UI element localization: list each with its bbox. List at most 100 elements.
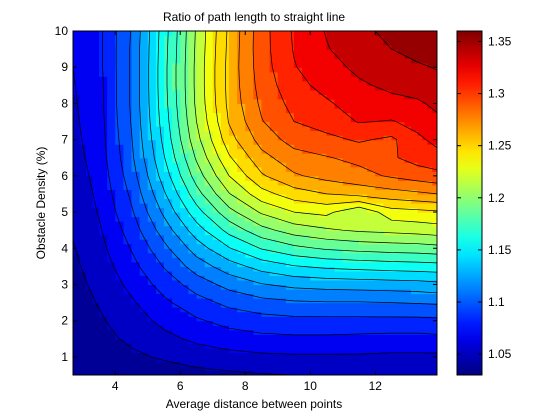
contour-cell <box>318 58 328 64</box>
contour-cell <box>212 144 222 150</box>
contour-cell <box>123 107 133 114</box>
contour-cell <box>229 266 238 272</box>
contour-cell <box>427 35 433 41</box>
contour-cell <box>427 275 433 281</box>
contour-cell <box>404 107 412 114</box>
contour-cell <box>147 31 157 37</box>
contour-cell <box>123 184 133 191</box>
contour-cell <box>398 35 406 41</box>
contour-cell <box>220 275 230 281</box>
contour-cell <box>350 76 360 82</box>
contour-cell <box>350 148 360 154</box>
contour-cell <box>204 148 214 154</box>
contour-cell <box>417 307 423 313</box>
contour-cell <box>245 121 254 127</box>
contour-cell <box>123 234 133 240</box>
contour-cell <box>277 53 287 59</box>
contour-cell <box>375 35 384 41</box>
contour-cell <box>326 347 336 353</box>
contour-cell <box>99 207 108 213</box>
contour-cell <box>334 338 344 344</box>
contour-cell <box>79 117 87 123</box>
contour-lines <box>73 31 437 375</box>
contour-cell <box>269 67 279 73</box>
contour-cell <box>147 58 157 64</box>
contour-cell <box>86 316 94 322</box>
contour-cell <box>188 334 198 340</box>
contour-cell <box>115 184 124 191</box>
contour-cell <box>261 329 271 335</box>
contour-cell <box>131 117 141 123</box>
contour-cell <box>326 212 336 218</box>
contour-cell <box>302 117 311 123</box>
contour-cell <box>432 98 437 105</box>
contour-cell <box>155 225 165 231</box>
contour-cell <box>229 198 238 204</box>
contour-cell <box>285 334 295 340</box>
contour-cell <box>92 198 100 204</box>
contour-cell <box>73 316 81 322</box>
contour-cell <box>294 329 303 335</box>
contour-cell <box>229 184 238 191</box>
contour-cell <box>398 361 406 367</box>
contour-cell <box>294 53 303 59</box>
contour-cell <box>417 252 423 258</box>
contour-cell <box>237 189 246 195</box>
contour-cell <box>155 257 165 263</box>
contour-cell <box>367 180 376 186</box>
contour-cell <box>204 266 214 272</box>
contour-cell <box>417 175 423 181</box>
contour-cell <box>92 307 100 313</box>
contour-cell <box>180 248 189 254</box>
contour-cell <box>318 49 328 55</box>
contour-cell <box>294 103 303 109</box>
contour-cell <box>79 203 87 209</box>
contour-cell <box>318 85 328 91</box>
contour-cell <box>196 266 206 272</box>
contour-cell <box>427 239 433 245</box>
contour-cell <box>391 126 399 132</box>
contour-cell <box>237 67 246 73</box>
contour-cell <box>294 347 303 353</box>
contour-cell <box>172 266 181 272</box>
colorbar-tick-label: 1.05 <box>488 347 512 361</box>
contour-cell <box>367 261 376 267</box>
contour-cell <box>131 261 141 267</box>
contour-cell <box>383 302 393 308</box>
contour-cell <box>398 270 406 277</box>
contour-cell <box>367 275 376 281</box>
contour-cell <box>92 329 100 335</box>
contour-cell <box>342 126 352 132</box>
contour-cell <box>139 216 149 222</box>
contour-cell <box>107 334 116 340</box>
contour-cell <box>294 139 303 145</box>
contour-cell <box>359 338 368 344</box>
contour-cell <box>79 153 87 159</box>
contour-cell <box>375 356 384 363</box>
contour-cell <box>310 234 319 240</box>
contour-cell <box>196 157 206 163</box>
contour-cell <box>147 71 157 77</box>
contour-cell <box>359 112 368 118</box>
contour-cell <box>367 234 376 240</box>
contour-cell <box>123 40 133 46</box>
contour-cell <box>411 117 419 123</box>
contour-cell <box>261 153 271 159</box>
contour-cell <box>92 352 100 358</box>
contour-cell <box>391 216 399 222</box>
contour-cell <box>99 121 108 127</box>
contour-cell <box>422 334 428 340</box>
contour-cell <box>147 203 157 209</box>
contour-cell <box>196 103 206 109</box>
contour-cell <box>411 261 419 267</box>
contour-cell <box>147 107 157 114</box>
contour-cell <box>253 117 263 123</box>
contour-cell <box>427 49 433 55</box>
contour-cell <box>123 316 133 322</box>
contour-cell <box>326 130 336 136</box>
contour-cell <box>411 347 419 353</box>
contour-cell <box>188 162 198 168</box>
contour-cell <box>155 71 165 77</box>
contour-cell <box>383 121 393 127</box>
contour-cell <box>245 334 254 340</box>
